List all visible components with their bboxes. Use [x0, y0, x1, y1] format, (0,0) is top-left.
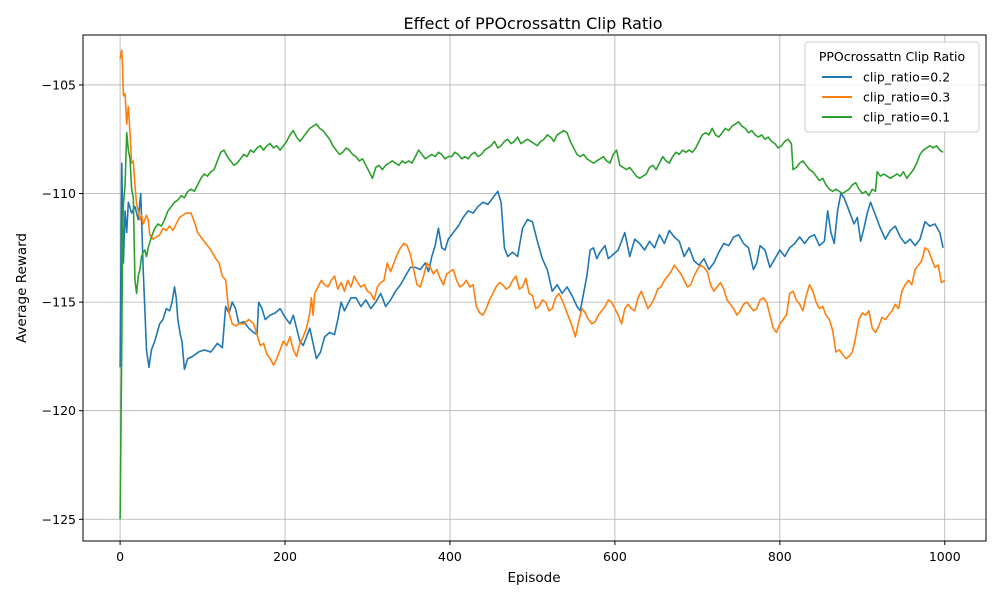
x-tick-label: 600: [603, 549, 627, 564]
x-tick-label: 800: [768, 549, 792, 564]
chart-title: Effect of PPOcrossattn Clip Ratio: [404, 14, 663, 33]
x-tick-label: 400: [438, 549, 462, 564]
x-tick-label: 1000: [929, 549, 961, 564]
x-tick-label: 200: [273, 549, 297, 564]
x-axis: 0 200 400 600 800 1000: [116, 541, 961, 564]
legend: PPOcrossattn Clip Ratio clip_ratio=0.2cl…: [804, 41, 980, 133]
series-layer: [119, 49, 946, 520]
y-axis-title: Average Reward: [14, 233, 30, 343]
y-tick-label: −125: [42, 512, 76, 527]
series-line-1: [119, 162, 944, 371]
x-axis-title: Episode: [507, 570, 560, 586]
y-tick-label: −105: [42, 77, 76, 92]
legend-entries: clip_ratio=0.2 clip_ratio=0.3 clip_ratio=0…: [822, 70, 950, 125]
legend-box: [804, 41, 980, 133]
y-axis: −125 −120 −115 −110 −105: [42, 77, 83, 527]
series-line-2: [119, 49, 946, 366]
legend-title: PPOcrossattn Clip Ratio: [819, 49, 965, 64]
y-tick-label: −120: [42, 403, 76, 418]
legend-label: clip_ratio=0.1: [863, 110, 950, 125]
y-tick-label: −110: [42, 186, 76, 201]
legend-label: clip_ratio=0.2: [863, 70, 950, 85]
series-line-3: [119, 121, 944, 520]
plot-area-frame: [82, 34, 987, 542]
y-tick-label: −115: [42, 295, 76, 310]
x-tick-label: 0: [116, 549, 124, 564]
legend-label: clip_ratio=0.3: [863, 90, 950, 105]
